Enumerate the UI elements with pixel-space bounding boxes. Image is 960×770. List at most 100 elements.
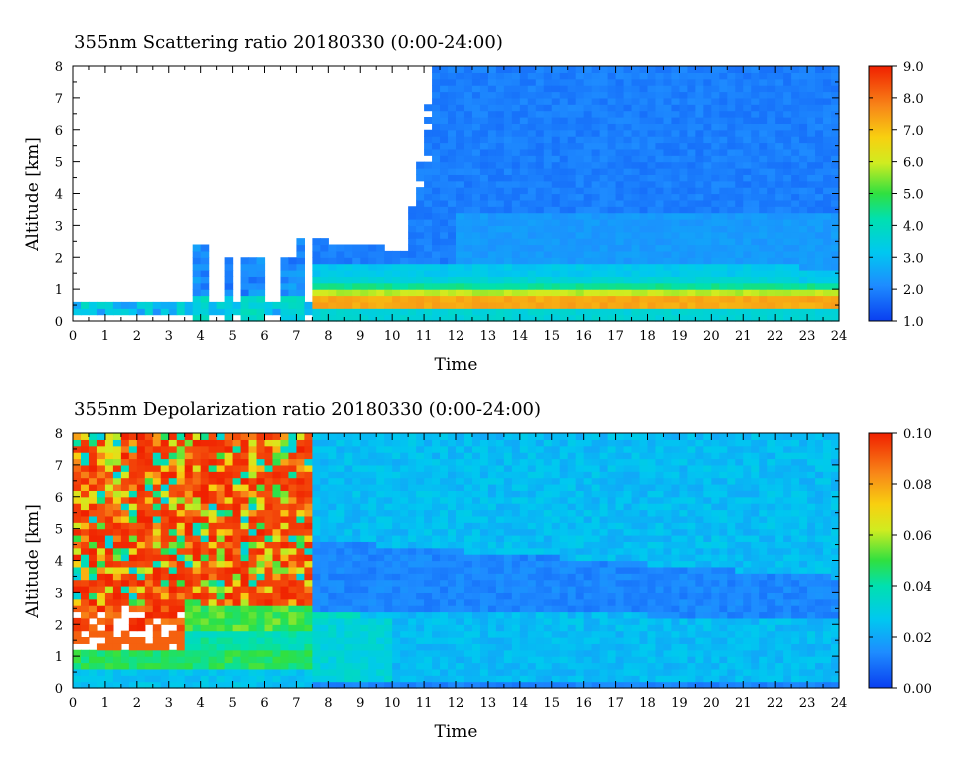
heatmap-cell [200,643,210,651]
heatmap-cell [256,605,266,613]
heatmap-cell [368,270,377,277]
heatmap-cell [535,586,545,593]
heatmap-cell [831,72,840,80]
heatmap-cell [120,308,130,316]
heatmap-cell [456,193,465,201]
heatmap-cell [463,123,473,131]
heatmap-cell [775,193,784,201]
heatmap-cell [687,180,696,188]
heatmap-cell [352,675,361,683]
heatmap-cell [519,250,529,258]
heatmap-cell [128,433,138,440]
heatmap-cell [663,180,673,188]
heatmap-cell [360,541,369,549]
heatmap-cell [743,225,752,233]
heatmap-cell [392,289,401,297]
heatmap-cell [256,496,266,504]
heatmap-cell [695,78,704,86]
heatmap-cell [88,471,98,479]
heatmap-cell [551,212,561,220]
heatmap-cell [543,452,553,460]
heatmap-cell [248,598,258,606]
heatmap-cell [631,91,641,99]
heatmap-cell [679,263,688,271]
heatmap-cell [551,91,561,99]
heatmap-cell [384,573,393,581]
heatmap-cell [376,586,385,593]
heatmap-cell [160,675,170,683]
heatmap-cell [208,484,218,491]
heatmap-cell [456,464,465,472]
heatmap-cell [344,579,353,587]
heatmap-cell [224,675,234,683]
heatmap-cell [440,445,449,453]
heatmap-cell [448,611,457,619]
heatmap-cell [495,560,505,568]
heatmap-cell [88,598,98,606]
heatmap-cell [759,155,768,163]
heatmap-cell [400,668,409,676]
heatmap-cell [647,136,657,144]
heatmap-cell [559,117,569,124]
heatmap-cell [240,522,250,530]
heatmap-cell [495,541,505,549]
heatmap-cell [695,129,704,137]
heatmap-cell [471,142,481,150]
heatmap-cell [479,250,489,258]
heatmap-cell [503,471,513,479]
heatmap-cell [440,91,449,99]
heatmap-cell [320,282,329,290]
heatmap-cell [432,244,441,252]
heatmap-cell [432,535,441,542]
heatmap-cell [807,117,816,124]
heatmap-cell [176,490,186,498]
heatmap-cell [567,78,577,86]
heatmap-cell [328,624,337,632]
heatmap-cell [376,484,385,491]
heatmap-cell [703,301,712,309]
heatmap-cell [320,528,329,536]
heatmap-cell [679,270,688,277]
heatmap-cell [448,675,457,683]
heatmap-cell [487,598,497,606]
heatmap-cell [344,257,353,265]
heatmap-cell [112,611,122,619]
heatmap-cell [432,675,441,683]
heatmap-cell [240,452,250,460]
heatmap-cell [448,464,457,472]
heatmap-cell [88,605,98,613]
heatmap-cell [384,617,393,625]
heatmap-cell [543,193,553,201]
heatmap-cell [232,662,242,670]
heatmap-cell [503,206,513,214]
heatmap-cell [88,541,98,549]
heatmap-cell [727,72,736,80]
heatmap-cell [527,85,537,93]
heatmap-cell [448,605,457,613]
heatmap-cell [535,522,545,530]
heatmap-cell [655,129,665,137]
heatmap-cell [647,97,657,105]
heatmap-cell [543,314,553,322]
heatmap-cell [112,656,122,664]
heatmap-cell [104,617,114,625]
heatmap-cell [96,541,106,549]
heatmap-cell [495,219,505,226]
heatmap-cell [639,206,649,214]
heatmap-cell [408,490,417,498]
heatmap-cell [479,547,489,555]
heatmap-cell [783,301,792,309]
heatmap-cell [304,484,313,491]
heatmap-cell [767,225,776,233]
heatmap-cell [559,129,569,137]
heatmap-cell [775,66,784,73]
heatmap-cell [448,314,457,322]
heatmap-cell [256,592,266,600]
heatmap-cell [408,668,417,676]
heatmap-cell [160,617,170,625]
heatmap-cell [823,187,832,195]
heatmap-cell [400,675,409,683]
heatmap-cell [232,528,242,536]
heatmap-cell [200,289,210,297]
heatmap-cell [224,649,234,657]
